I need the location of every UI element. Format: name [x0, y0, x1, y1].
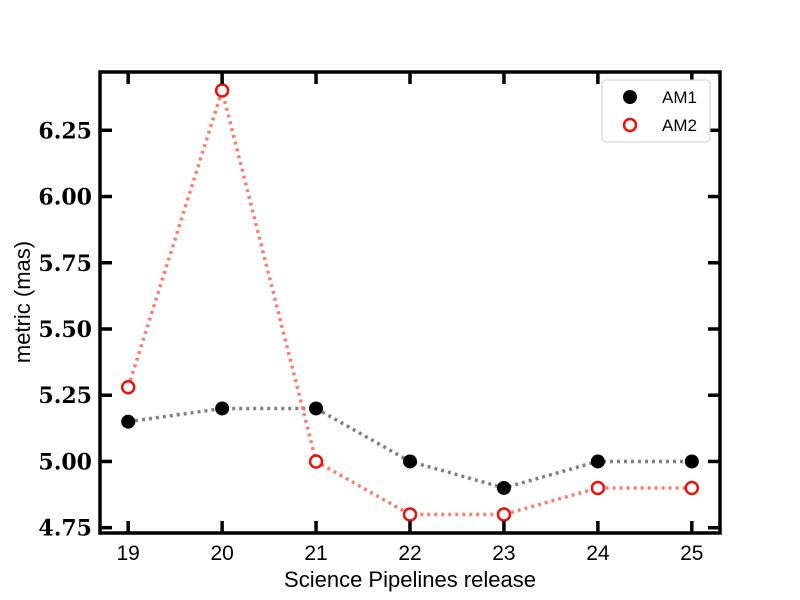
legend-marker-am1: [623, 90, 637, 104]
y-tick-label: 4.75: [38, 516, 92, 542]
data-point-am2: [402, 507, 418, 522]
y-tick-label: 5.00: [38, 449, 92, 475]
data-point-am1: [684, 454, 699, 469]
x-axis-label: Science Pipelines release: [284, 567, 536, 592]
data-point-am2: [684, 480, 700, 496]
series-line-am1: [127, 406, 692, 490]
legend-marker-am2: [622, 117, 638, 133]
y-tick-label: 5.50: [38, 317, 92, 343]
y-tick-label: 5.75: [38, 251, 92, 277]
data-point-am2: [590, 480, 606, 496]
data-point-am2: [308, 454, 324, 469]
data-point-am1: [590, 454, 605, 469]
legend-label-am2: AM2: [662, 116, 697, 135]
series-line-am2: [126, 84, 692, 517]
data-point-am1: [496, 480, 511, 495]
data-point-am2: [120, 380, 136, 395]
data-point-am1: [121, 414, 136, 429]
y-tick-label: 6.00: [38, 185, 92, 211]
y-axis-label: metric (mas): [10, 241, 35, 363]
axes-layer: 4.75 5.00 5.25 5.50 5.75 6.00 6.25 19 20 21 22 23 24…: [38, 70, 722, 565]
data-point-am1: [215, 401, 230, 416]
legend-label-am1: AM1: [662, 88, 697, 107]
x-tick-label: 25: [680, 542, 703, 565]
data-point-am1: [403, 454, 417, 469]
data-point-am2: [214, 83, 230, 98]
x-tick-label: 24: [586, 542, 610, 565]
x-tick-label: 21: [304, 542, 327, 565]
series-layer: [120, 83, 700, 522]
data-point-am2: [496, 507, 512, 522]
y-tick-label: 6.25: [38, 118, 92, 144]
x-tick-label: 19: [117, 542, 140, 565]
y-tick-label: 5.25: [38, 383, 92, 409]
x-tick-label: 22: [398, 542, 421, 565]
data-point-am1: [309, 401, 324, 416]
x-tick-label: 20: [210, 542, 233, 565]
x-tick-label: 23: [492, 542, 515, 565]
